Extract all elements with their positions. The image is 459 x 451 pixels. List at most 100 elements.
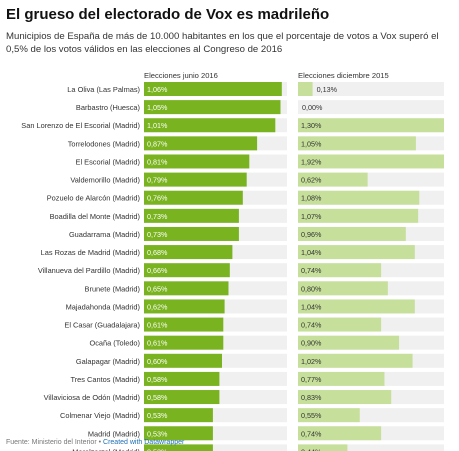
june-bar [144, 82, 282, 96]
june-value-label: 0,53% [147, 447, 168, 451]
june-value-label: 0,61% [147, 321, 168, 330]
june-value-label: 0,79% [147, 176, 168, 185]
june-value-label: 0,87% [147, 139, 168, 148]
row-label: Ocaña (Toledo) [89, 339, 140, 348]
december-value-label: 0,74% [301, 266, 322, 275]
june-value-label: 1,06% [147, 85, 168, 94]
december-bar [298, 299, 415, 314]
chart-subtitle: Municipios de España de más de 10.000 ha… [6, 31, 439, 55]
june-bar [144, 100, 281, 115]
june-bar [144, 390, 220, 405]
june-bar [144, 154, 250, 169]
december-track [298, 444, 444, 451]
december-value-label: 0,80% [301, 284, 322, 293]
december-bar [298, 390, 392, 405]
footer-separator: • [98, 439, 102, 446]
december-value-label: 0,13% [317, 85, 338, 94]
row-label: San Lorenzo de El Escorial (Madrid) [21, 121, 140, 130]
june-value-label: 0,61% [147, 339, 168, 348]
december-value-label: 1,30% [301, 121, 322, 130]
june-bar [144, 299, 225, 314]
december-bar [298, 154, 444, 169]
june-track [144, 444, 287, 451]
datawrapper-credit-link[interactable]: Created with Datawrapper [103, 439, 185, 446]
june-value-label: 0,58% [147, 393, 168, 402]
december-track [298, 82, 444, 96]
june-bar [144, 371, 220, 386]
december-value-label: 1,05% [301, 139, 322, 148]
december-value-label: 0,96% [301, 230, 322, 239]
december-value-label: 0,77% [301, 375, 322, 384]
row-label: Colmenar Viejo (Madrid) [60, 411, 140, 420]
row-label: Guadarrama (Madrid) [69, 230, 140, 239]
december-value-label: 1,04% [301, 248, 322, 257]
row-label: Valdemorillo (Madrid) [70, 176, 140, 185]
december-bar [298, 245, 415, 260]
june-bar [144, 190, 243, 205]
june-value-label: 0,68% [147, 248, 168, 257]
december-bar [298, 118, 444, 133]
column-header-december: Elecciones diciembre 2015 [298, 71, 389, 80]
row-label: Majadahonda (Madrid) [66, 302, 140, 311]
june-bar [144, 426, 213, 441]
june-value-label: 0,76% [147, 194, 168, 203]
june-bar [144, 118, 276, 133]
december-value-label: 0,74% [301, 429, 322, 438]
december-value-label: 1,08% [301, 194, 322, 203]
december-bar [298, 281, 388, 296]
december-value-label: 0,83% [301, 393, 322, 402]
row-label: Madrid (Madrid) [88, 429, 140, 438]
december-value-label: 0,55% [301, 411, 322, 420]
december-bar [298, 190, 420, 205]
row-label: Villanueva del Pardillo (Madrid) [38, 266, 140, 275]
december-bar [298, 317, 382, 332]
june-value-label: 0,58% [147, 375, 168, 384]
june-bar [144, 226, 239, 241]
june-bar [144, 408, 213, 423]
december-bar [298, 371, 385, 386]
december-value-label: 1,92% [301, 157, 322, 166]
december-bar [298, 426, 382, 441]
december-value-label: 1,02% [301, 357, 322, 366]
june-bar [144, 317, 224, 332]
june-value-label: 0,73% [147, 230, 168, 239]
december-value-label: 0,90% [301, 339, 322, 348]
june-value-label: 1,01% [147, 121, 168, 130]
june-value-label: 0,73% [147, 212, 168, 221]
december-bar [298, 263, 382, 278]
june-bar [144, 172, 247, 187]
row-label: Torrelodones (Madrid) [68, 139, 140, 148]
june-value-label: 0,66% [147, 266, 168, 275]
chart-title: El grueso del electorado de Vox es madri… [6, 6, 330, 23]
column-header-june: Elecciones junio 2016 [144, 71, 218, 80]
june-bar [144, 245, 233, 260]
row-label: Moralzarzal (Madrid) [72, 447, 140, 451]
december-bar [298, 408, 360, 423]
june-bar [144, 281, 229, 296]
june-bar [144, 208, 239, 223]
row-label: El Casar (Guadalajara) [64, 321, 140, 330]
footer: Fuente: Ministerio del Interior • Create… [6, 439, 184, 446]
june-value-label: 0,81% [147, 157, 168, 166]
june-bar [144, 353, 222, 368]
december-bar [298, 335, 400, 350]
december-value-label: 0,74% [301, 321, 322, 330]
december-bar [298, 226, 406, 241]
row-label: Las Rozas de Madrid (Madrid) [41, 248, 140, 257]
row-label: El Escorial (Madrid) [76, 157, 140, 166]
row-label: Tres Cantos (Madrid) [70, 375, 140, 384]
december-track [298, 100, 444, 115]
row-label: Barbastro (Huesca) [76, 103, 140, 112]
row-label: La Oliva (Las Palmas) [67, 85, 140, 94]
december-bar [298, 172, 368, 187]
june-value-label: 0,53% [147, 429, 168, 438]
june-value-label: 0,65% [147, 284, 168, 293]
row-label: Boadilla del Monte (Madrid) [50, 212, 140, 221]
december-value-label: 0,00% [302, 103, 323, 112]
row-label: Galapagar (Madrid) [76, 357, 140, 366]
december-bar [298, 136, 416, 151]
december-value-label: 1,07% [301, 212, 322, 221]
december-bar [298, 82, 313, 96]
december-bar [298, 444, 348, 451]
